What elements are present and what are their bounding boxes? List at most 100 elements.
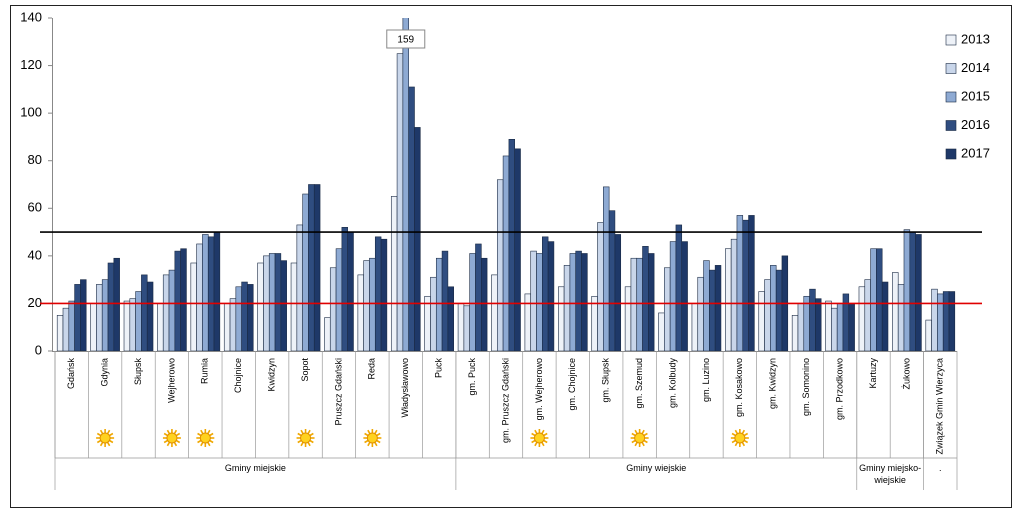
bar bbox=[414, 127, 421, 351]
bar bbox=[335, 248, 343, 351]
y-tick-label: 0 bbox=[35, 342, 42, 357]
bar bbox=[141, 274, 148, 351]
x-tick-label: Władysławowo bbox=[400, 358, 410, 418]
bar bbox=[642, 246, 649, 351]
bar bbox=[636, 257, 643, 351]
bar bbox=[664, 267, 671, 351]
sun-icon bbox=[196, 429, 215, 447]
bar bbox=[74, 284, 81, 351]
bar bbox=[876, 248, 883, 351]
x-tick-label: Pruszcz Gdański bbox=[333, 358, 343, 426]
bar bbox=[202, 234, 209, 351]
bar bbox=[591, 295, 598, 351]
sun-ray bbox=[741, 429, 746, 435]
bar bbox=[296, 224, 303, 351]
group-label-box: Gminy miejsko-wiejskie bbox=[859, 463, 921, 485]
bar bbox=[614, 234, 622, 351]
sun-ray bbox=[743, 439, 749, 444]
sun-ray bbox=[173, 429, 178, 435]
sun-ray bbox=[197, 439, 202, 444]
sun-ray bbox=[173, 441, 178, 447]
group-label-box: . bbox=[939, 463, 942, 473]
sun-ray bbox=[96, 439, 102, 444]
bar bbox=[915, 234, 922, 351]
sun-icon bbox=[630, 429, 649, 447]
bar bbox=[542, 236, 549, 351]
sun-core bbox=[734, 432, 746, 444]
legend-label: 2017 bbox=[961, 145, 990, 160]
bar bbox=[563, 265, 571, 351]
y-tick-label: 120 bbox=[20, 57, 42, 72]
y-tick-label: 140 bbox=[20, 9, 42, 24]
sun-ray bbox=[731, 432, 736, 437]
bar bbox=[324, 317, 331, 351]
y-tick-label: 80 bbox=[28, 152, 42, 167]
bar bbox=[697, 276, 704, 351]
bar bbox=[937, 293, 944, 351]
bar bbox=[903, 229, 911, 351]
bar bbox=[302, 193, 309, 351]
sun-ray bbox=[367, 429, 371, 435]
legend-swatch bbox=[945, 63, 957, 74]
bar bbox=[374, 236, 382, 351]
bar bbox=[881, 281, 889, 351]
bar bbox=[475, 243, 482, 351]
group-label-box: Gminy wiejskie bbox=[626, 463, 687, 473]
value-label: 159 bbox=[397, 35, 414, 46]
bar bbox=[558, 286, 565, 351]
bar bbox=[62, 307, 70, 351]
group-label: Gminy wiejskie bbox=[626, 463, 687, 473]
bar bbox=[290, 262, 298, 351]
bar bbox=[390, 196, 398, 351]
sun-ray bbox=[200, 441, 204, 447]
bar bbox=[96, 284, 103, 351]
sun-icon bbox=[96, 429, 115, 447]
bar bbox=[681, 241, 688, 351]
sun-ray bbox=[99, 441, 104, 447]
legend-swatch bbox=[945, 120, 957, 131]
sun-ray bbox=[364, 432, 369, 437]
bar bbox=[648, 253, 655, 351]
bar bbox=[257, 262, 264, 351]
sun-ray bbox=[207, 441, 211, 447]
bar bbox=[280, 260, 287, 351]
sun-ray bbox=[166, 429, 171, 435]
bar bbox=[480, 257, 488, 351]
bar bbox=[223, 303, 231, 351]
bar bbox=[931, 288, 938, 351]
bar bbox=[229, 298, 237, 351]
bar bbox=[268, 253, 276, 351]
x-tick-label: Gdańsk bbox=[66, 358, 76, 390]
bar bbox=[815, 298, 822, 351]
bar bbox=[831, 307, 838, 351]
bar bbox=[730, 238, 738, 351]
bar bbox=[380, 238, 388, 351]
x-tick-label: gm. Wejherowo bbox=[534, 358, 544, 420]
sun-ray bbox=[364, 439, 369, 444]
bar bbox=[157, 303, 164, 351]
bar bbox=[675, 224, 683, 351]
bar bbox=[308, 184, 315, 351]
bar bbox=[758, 291, 765, 351]
bar bbox=[764, 279, 771, 351]
bar bbox=[162, 274, 170, 351]
bar bbox=[742, 219, 749, 351]
value-label-box bbox=[386, 29, 426, 49]
sun-ray bbox=[374, 441, 378, 447]
x-tick-label: Sopot bbox=[300, 358, 310, 382]
x-tick-label: Słupsk bbox=[133, 358, 143, 386]
bar bbox=[101, 279, 109, 351]
sun-ray bbox=[209, 432, 214, 437]
bar bbox=[575, 250, 582, 351]
sun-ray bbox=[109, 432, 114, 437]
x-tick-label: gm. Słupsk bbox=[601, 358, 611, 403]
legend-label: 2016 bbox=[961, 117, 990, 132]
sun-core bbox=[300, 432, 312, 444]
sun-ray bbox=[541, 429, 545, 435]
bar bbox=[347, 231, 354, 351]
bar bbox=[748, 215, 755, 351]
bars bbox=[56, 18, 956, 351]
group-label: Gminy miejskie bbox=[224, 463, 286, 473]
legend-label: 2014 bbox=[961, 60, 990, 75]
y-tick-label: 20 bbox=[28, 295, 42, 310]
